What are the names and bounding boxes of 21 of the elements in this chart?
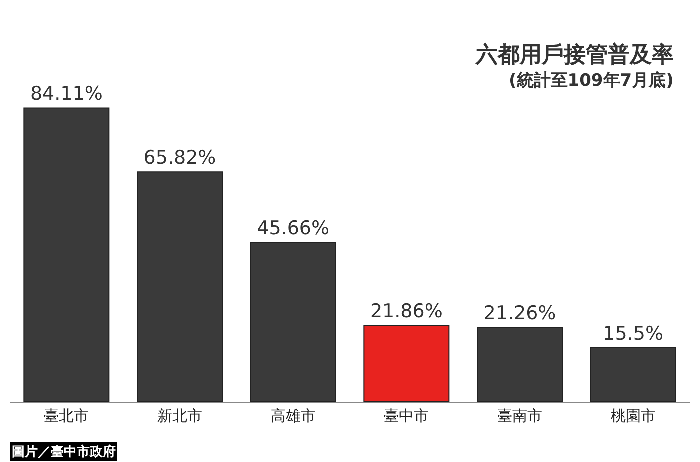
- x-tick-label: 高雄市: [270, 407, 316, 425]
- data-label: 21.86%: [370, 300, 443, 323]
- data-label: 21.26%: [484, 302, 556, 325]
- bar: [364, 325, 450, 402]
- data-label: 84.11%: [30, 83, 103, 106]
- x-tick-label: 臺南市: [498, 407, 542, 425]
- bar: [24, 108, 110, 402]
- data-label: 15.5%: [603, 322, 664, 345]
- data-label: 45.66%: [257, 218, 330, 240]
- bar: [477, 327, 563, 402]
- chart-subtitle: (統計至109年7月底): [509, 71, 674, 91]
- data-label: 65.82%: [144, 147, 216, 170]
- x-tick-label: 新北市: [158, 407, 202, 425]
- chart-title: 六都用戶接管普及率: [475, 42, 674, 68]
- bar: [250, 242, 336, 402]
- text: 圖片／臺中市政府: [12, 444, 116, 460]
- bar: [590, 347, 676, 402]
- bar: [137, 172, 223, 402]
- x-tick-label: 桃園市: [610, 407, 656, 425]
- x-tick-label: 臺中市: [384, 407, 430, 425]
- x-tick-label: 臺北市: [44, 407, 90, 425]
